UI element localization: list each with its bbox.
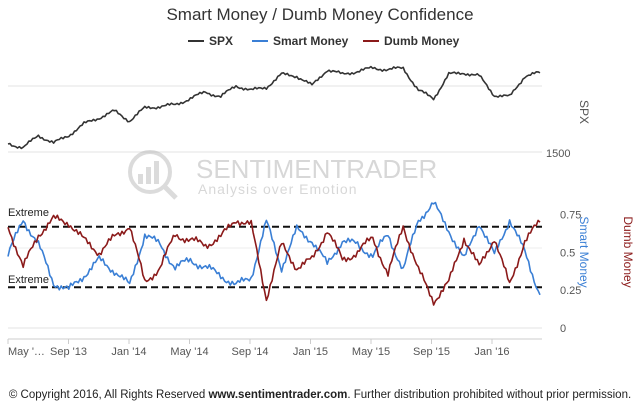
- legend-label-smart-money: Smart Money: [273, 34, 349, 48]
- watermark-brand: SENTIMENTRADER: [196, 154, 437, 184]
- confidence-tick-label: 0.25: [560, 285, 581, 297]
- confidence-tick-label: 0.5: [560, 247, 575, 259]
- legend-item-dumb-money[interactable]: Dumb Money: [363, 34, 460, 48]
- x-axis-ticks: May '… Sep '13 Jan '14 May '14 Sep '14 Jan '1…: [7, 339, 510, 358]
- x-tick-label: May '15: [352, 346, 390, 358]
- legend: SPX Smart Money Dumb Money: [188, 34, 460, 48]
- series-group: [7, 65, 541, 306]
- confidence-axis-ticks: 0 0.25 0.5 0.75: [560, 210, 581, 335]
- watermark-tagline: Analysis over Emotion: [198, 181, 358, 197]
- copyright-notice: © Copyright 2016, All Rights Reserved ww…: [0, 389, 640, 401]
- x-tick-label: Jan '15: [293, 346, 328, 358]
- spx-axis-title: SPX: [577, 100, 591, 124]
- x-tick-label: Sep '13: [50, 346, 87, 358]
- x-tick-label: Sep '15: [413, 346, 450, 358]
- x-tick-label: Jan '14: [111, 346, 146, 358]
- copyright-prefix: © Copyright 2016, All Rights Reserved: [8, 389, 209, 401]
- series-line-smart-money: [7, 201, 541, 296]
- legend-label-dumb-money: Dumb Money: [384, 34, 460, 48]
- chart-title: Smart Money / Dumb Money Confidence: [166, 5, 473, 24]
- extreme-label-upper: Extreme: [8, 207, 49, 219]
- legend-item-smart-money[interactable]: Smart Money: [252, 34, 349, 48]
- smart-money-axis-title: Smart Money: [577, 216, 591, 287]
- confidence-tick-label: 0: [560, 323, 566, 335]
- confidence-tick-label: 0.75: [560, 210, 581, 222]
- dumb-money-axis-title: Dumb Money: [621, 216, 635, 287]
- series-line-spx: [7, 65, 541, 150]
- x-tick-label: Sep '14: [232, 346, 269, 358]
- watermark: SENTIMENTRADER Analysis over Emotion: [128, 150, 437, 200]
- copyright-suffix: . Further distribution prohibited withou…: [347, 389, 632, 401]
- legend-item-spx[interactable]: SPX: [188, 34, 233, 48]
- series-line-dumb-money: [7, 214, 541, 306]
- x-tick-label: May '…: [8, 346, 45, 358]
- spx-tick-1500: 1500: [546, 148, 570, 160]
- watermark-logo-icon: [128, 150, 178, 200]
- extreme-lines: [8, 225, 542, 289]
- copyright-link[interactable]: www.sentimentrader.com: [208, 389, 348, 401]
- x-tick-label: Jan '16: [474, 346, 509, 358]
- x-tick-label: May '14: [170, 346, 208, 358]
- legend-label-spx: SPX: [209, 34, 233, 48]
- extreme-label-lower: Extreme: [8, 274, 49, 286]
